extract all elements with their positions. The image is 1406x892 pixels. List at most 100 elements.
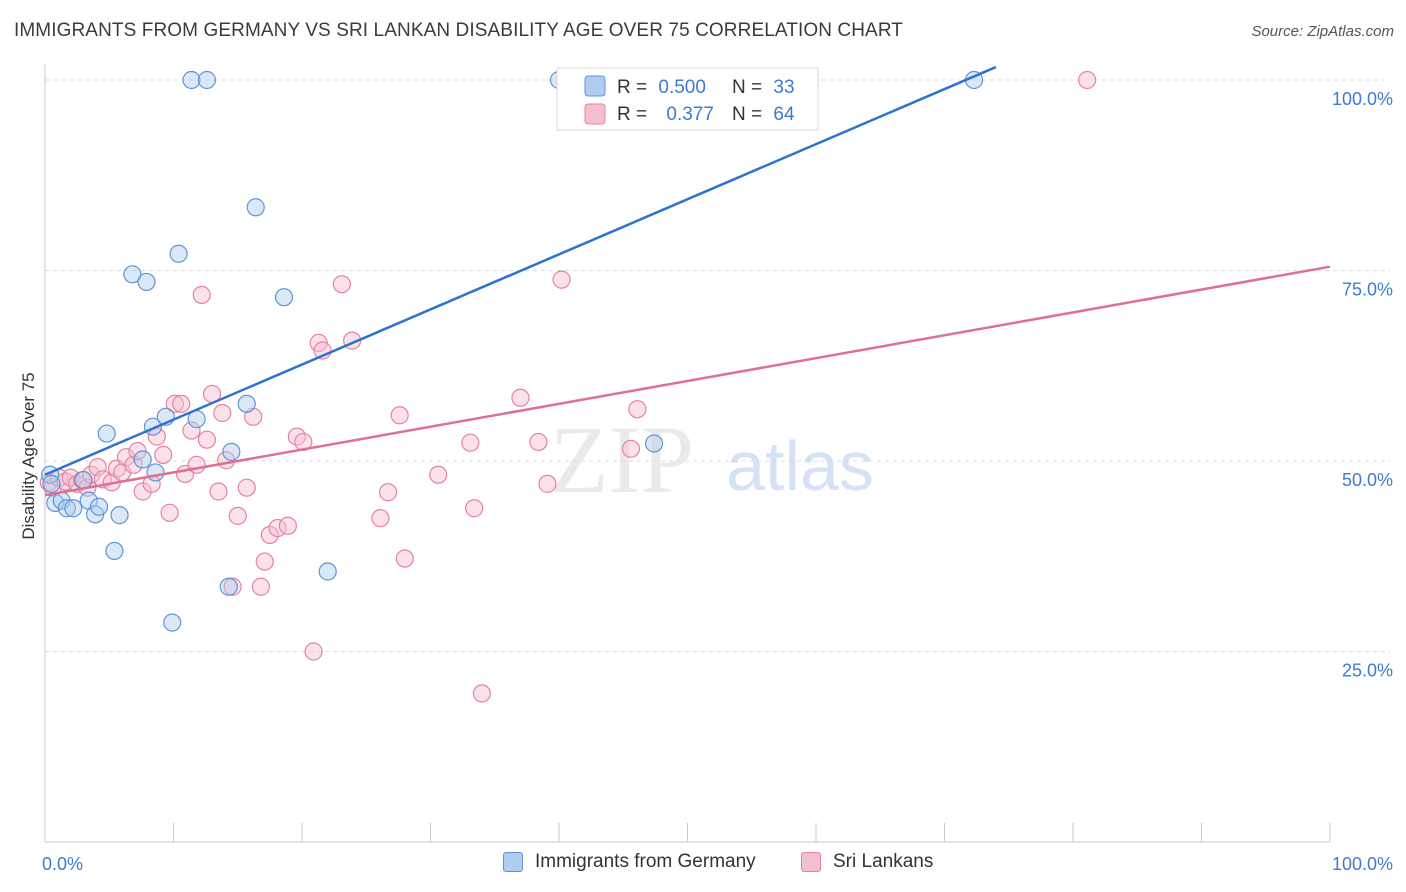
germany-point [57,499,76,518]
sri-lankans-point [395,549,414,568]
sri-lankans-point [251,577,270,596]
germany-point [105,541,124,561]
germany-point [146,463,165,482]
germany-point [133,450,152,469]
germany-point [42,474,61,493]
germany-points [41,70,984,632]
sri-lankans-point [223,577,242,596]
legend-n-value-pink: 64 [773,104,795,125]
germany-point [169,244,188,263]
sri-lankans-point [160,503,179,522]
sri-lankans-point [228,506,247,525]
legend-item-sri-lankans[interactable]: Sri Lankans [801,851,933,873]
trend-lines [44,65,1331,497]
svg-text:N = 64: N = 64 [732,104,795,125]
x-tick-label: 0.0% [42,854,83,874]
germany-point [97,424,116,443]
germany-point [64,499,83,518]
sri-lankans-point [628,400,647,419]
legend-label-germany: Immigrants from Germany [535,851,756,872]
watermark-atlas: atlas [726,427,874,505]
germany-point [74,470,93,490]
legend-r-label: R = [617,77,652,98]
sri-lankans-point [429,465,448,484]
germany-point [318,562,337,581]
legend-swatch-blue [584,75,606,97]
germany-point [89,497,109,516]
sri-lankans-point [124,455,143,474]
legend-n-label: N = [732,77,767,98]
legend-n-label: N = [732,104,767,125]
sri-lankans-point [332,275,351,294]
sri-lankans-point [182,421,201,440]
germany-point [644,434,664,453]
sri-lankans-point [465,499,484,518]
watermark-zip: ZIP [550,406,694,513]
svg-text:R = 0.377: R = 0.377 [617,104,714,125]
sri-lankans-point [511,388,530,407]
legend-r-value-pink: 0.377 [666,104,714,125]
legend-r-value-blue: 0.500 [658,77,706,98]
sri-lankans-point [371,509,390,528]
legend-n-value-blue: 33 [773,77,794,98]
sri-lankans-point [260,525,279,545]
sri-lankans-point [154,445,173,465]
sri-lankans-points [39,70,1097,703]
germany-point [123,265,142,284]
sri-lankans-point [552,270,571,289]
svg-text:N = 33: N = 33 [732,77,795,98]
germany-point [237,394,256,413]
sri-lankans-point [529,432,548,452]
bottom-legend: Immigrants from Germany Sri Lankans [0,851,1406,881]
y-tick-label: 50.0% [1342,470,1393,490]
germany-point [246,198,265,217]
legend-swatch-sri-lankans [801,852,821,872]
germany-point [197,70,217,90]
germany-point [163,613,182,632]
legend-item-germany[interactable]: Immigrants from Germany [503,851,756,873]
sri-lankans-point [165,394,184,413]
sri-lankans-point [192,285,211,304]
y-tick-label: 25.0% [1342,661,1393,681]
sri-lankans-point [197,430,217,449]
sri-lankans-point [255,552,274,571]
sri-lankans-point [304,642,323,661]
sri-lankans-point [472,684,491,703]
sri-lankans-point [213,403,232,423]
y-axis-label: Disability Age Over 75 [19,372,38,539]
germany-point [137,272,156,292]
sri-lankans-trend-line [44,265,1331,497]
sri-lankans-point [1078,70,1097,90]
grid-layer [45,79,1390,652]
sri-lankans-point [187,455,206,474]
sri-lankans-point [461,433,480,452]
legend-swatch-pink [584,103,606,125]
svg-text:R = 0.500: R = 0.500 [617,77,706,98]
germany-point [219,577,238,596]
legend-r-label: R = [617,104,652,125]
germany-point [182,70,201,90]
legend-label-sri-lankans: Sri Lankans [833,851,934,872]
correlation-legend: R = 0.500 N = 33 R = 0.377 N = 64 [556,67,819,131]
sri-lankans-point [378,483,398,502]
sri-lankans-point [209,482,228,501]
chart-title: IMMIGRANTS FROM GERMANY VS SRI LANKAN DI… [14,20,904,41]
watermark: ZIP atlas [550,406,874,513]
source-label: Source: ZipAtlas.com [1251,23,1394,40]
germany-point [274,288,294,307]
axis-layer: 25.0% 50.0% 75.0% 100.0% 0.0% 100.0% [42,64,1393,874]
germany-point [222,442,241,461]
germany-point [110,506,129,525]
sri-lankans-point [538,474,557,493]
sri-lankans-point [390,406,409,425]
sri-lankans-point [237,478,256,497]
y-tick-label: 75.0% [1342,280,1393,300]
legend-swatch-germany [503,852,523,872]
germany-trend-line [44,65,997,476]
x-tick-label: 100.0% [1332,854,1393,874]
sri-lankans-point [278,516,297,535]
sri-lankans-point [172,394,191,413]
y-tick-label: 100.0% [1332,89,1393,109]
sri-lankans-point [621,439,641,458]
